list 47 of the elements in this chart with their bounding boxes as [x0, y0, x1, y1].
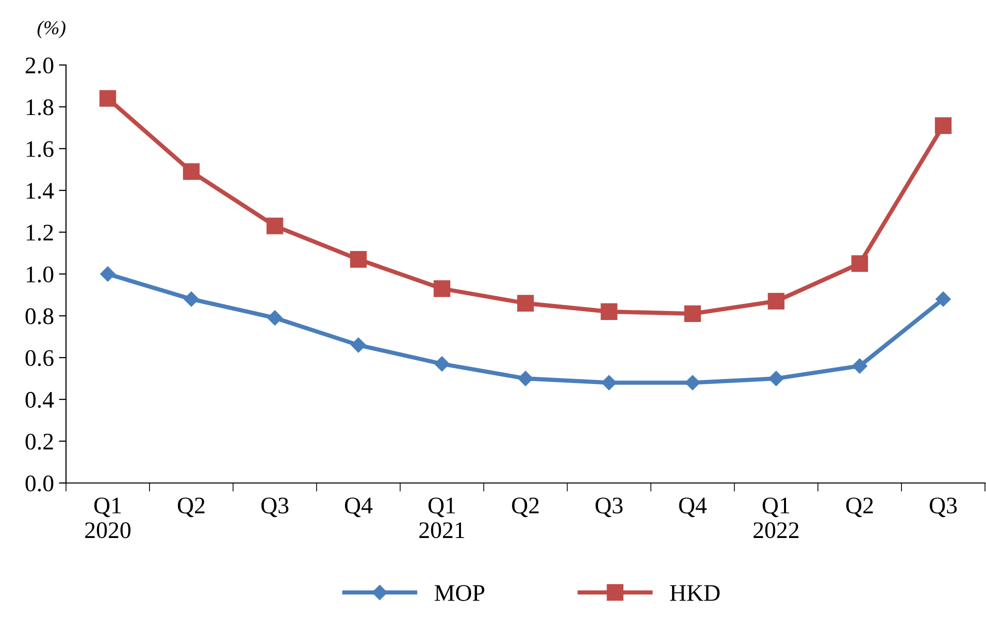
point: [182, 163, 200, 180]
point: [768, 370, 784, 386]
point: [936, 292, 951, 307]
x-tick-label: Q3: [261, 498, 288, 518]
y-tick-label: 1.6: [26, 141, 54, 158]
y-tick-label: 2.0: [26, 57, 54, 74]
point: [852, 358, 868, 374]
point: [600, 303, 618, 320]
x-tick-label: Q1 2020: [85, 498, 130, 538]
y-axis-title: (%): [38, 20, 66, 38]
point: [434, 356, 450, 372]
point: [434, 280, 450, 297]
legend-label: MOP: [434, 585, 484, 601]
point: [684, 305, 701, 322]
point: [518, 370, 534, 386]
y-tick-label: 0.4: [26, 392, 54, 408]
y-tick-label: 1.8: [26, 99, 54, 116]
x-tick-label: Q4: [679, 498, 707, 518]
point: [99, 90, 116, 107]
y-tick-label: 1.0: [26, 266, 54, 283]
y-tick-label: 1.4: [26, 183, 54, 199]
y-tick-label: 0.8: [26, 308, 54, 324]
point: [184, 292, 199, 307]
y-tick-label: 0.2: [26, 434, 53, 450]
point: [266, 218, 284, 234]
legend-label: HKD: [670, 585, 720, 601]
point: [350, 251, 367, 268]
point: [851, 255, 868, 272]
y-tick-label: 1.2: [26, 224, 53, 241]
y-tick-label: 0.0: [26, 475, 54, 492]
x-tick-label: Q2: [512, 498, 539, 518]
point: [100, 266, 116, 282]
point: [934, 117, 952, 134]
x-tick-label: Q3: [930, 498, 957, 518]
x-tick-label: Q1 2021: [419, 498, 464, 538]
point: [517, 294, 534, 312]
x-tick-label: Q2: [178, 498, 204, 518]
point: [350, 337, 366, 353]
x-tick-label: Q1 2022: [754, 498, 798, 538]
point: [685, 375, 700, 390]
point: [267, 310, 282, 326]
x-tick-label: Q4: [344, 498, 372, 518]
point: [601, 375, 617, 390]
x-tick-label: Q2: [846, 498, 873, 518]
y-tick-label: 0.6: [26, 350, 54, 366]
x-tick-label: Q3: [596, 498, 623, 518]
point: [768, 292, 784, 310]
